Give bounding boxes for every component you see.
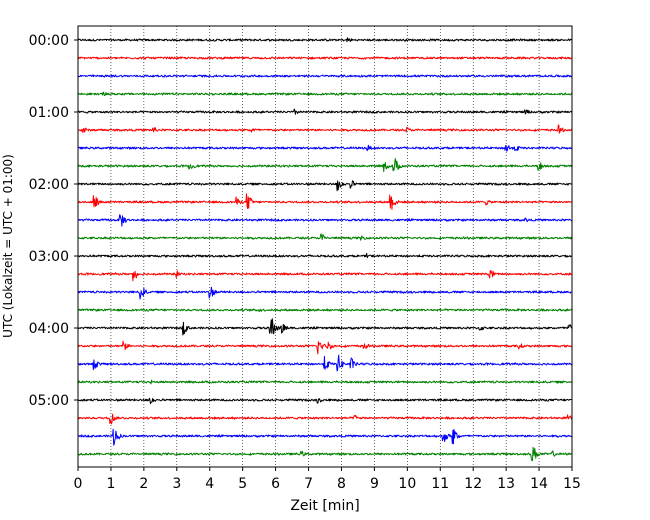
y-tick-label: 00:00 bbox=[29, 33, 69, 49]
trace-line bbox=[77, 252, 573, 259]
x-tick-label: 11 bbox=[431, 476, 449, 492]
trace-line bbox=[77, 144, 573, 152]
trace-line bbox=[77, 446, 573, 462]
x-tick-label: 14 bbox=[530, 476, 548, 492]
trace-line bbox=[77, 379, 573, 385]
x-tick-label: 7 bbox=[304, 476, 313, 492]
trace-line bbox=[77, 340, 573, 355]
trace-line bbox=[77, 354, 573, 372]
trace-line bbox=[77, 180, 573, 192]
trace-line bbox=[77, 214, 573, 227]
y-tick-label: 01:00 bbox=[29, 105, 69, 121]
x-tick-label: 5 bbox=[238, 476, 247, 492]
x-tick-label: 3 bbox=[172, 476, 181, 492]
x-axis-label: Zeit [min] bbox=[290, 498, 359, 514]
trace-line bbox=[77, 308, 573, 313]
y-tick-label: 02:00 bbox=[29, 177, 69, 193]
trace-line bbox=[77, 318, 573, 336]
x-tick-label: 6 bbox=[271, 476, 280, 492]
x-tick-label: 1 bbox=[106, 476, 115, 492]
trace-line bbox=[77, 91, 573, 97]
x-tick-label: 9 bbox=[370, 476, 379, 492]
plot-frame bbox=[77, 25, 573, 468]
trace-line bbox=[77, 37, 573, 43]
trace-line bbox=[77, 413, 573, 425]
x-tick-label: 10 bbox=[398, 476, 416, 492]
x-tick-label: 13 bbox=[497, 476, 515, 492]
y-tick-label: 04:00 bbox=[29, 321, 69, 337]
x-tick-label: 15 bbox=[563, 476, 581, 492]
trace-line bbox=[77, 158, 573, 173]
trace-line bbox=[77, 233, 573, 241]
x-tick-label: 8 bbox=[337, 476, 346, 492]
trace-line bbox=[77, 56, 573, 60]
y-tick-label: 05:00 bbox=[29, 393, 69, 409]
trace-line bbox=[77, 286, 573, 300]
y-tick-label: 03:00 bbox=[29, 249, 69, 265]
x-tick-label: 0 bbox=[74, 476, 83, 492]
trace-line bbox=[77, 74, 573, 78]
y-axis-label: UTC (Lokalzeit = UTC + 01:00) bbox=[1, 154, 15, 338]
trace-line bbox=[77, 269, 573, 282]
trace-line bbox=[77, 124, 573, 134]
trace-line bbox=[77, 428, 573, 446]
trace-line bbox=[77, 397, 573, 405]
x-tick-label: 2 bbox=[139, 476, 148, 492]
seismogram-traces bbox=[77, 37, 573, 462]
y-axis-ticks: 00:00 01:00 02:00 03:00 04:00 05:00 bbox=[29, 33, 78, 409]
x-tick-label: 4 bbox=[205, 476, 214, 492]
trace-line bbox=[77, 193, 573, 210]
x-tick-label: 12 bbox=[464, 476, 482, 492]
trace-line bbox=[77, 108, 573, 115]
x-axis-ticks: 0 1 2 3 4 5 6 7 8 9 10 11 12 13 14 15 bbox=[74, 467, 581, 492]
